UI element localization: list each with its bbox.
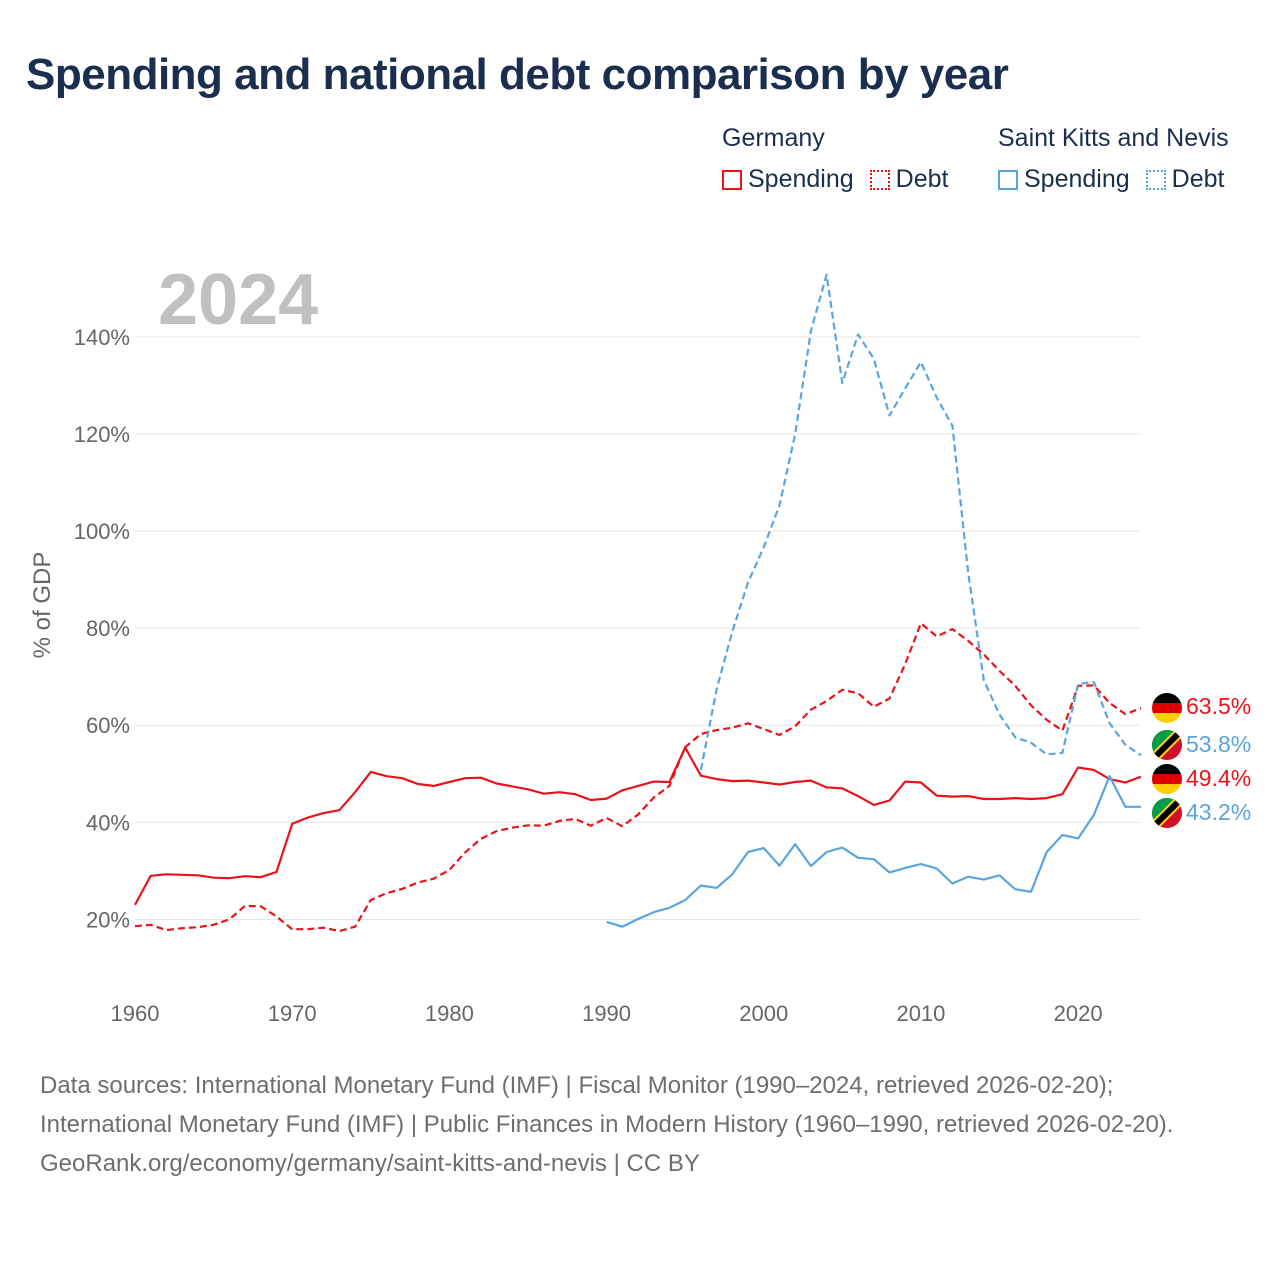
legend-germany-debt[interactable]: Debt	[869, 165, 949, 194]
line-chart: 2024 % of GDP 20% 40% 60% 80% 100% 120% 140% 1…	[29, 260, 1251, 1026]
x-tick-label-2000: 2000	[739, 1001, 788, 1026]
x-tick-label-2020: 2020	[1054, 1001, 1103, 1026]
legend-label-skn-debt: Debt	[1171, 165, 1225, 193]
y-tick-label-100: 100%	[74, 519, 130, 544]
end-label-germany-debt: 63.5%	[1186, 693, 1251, 719]
credit-link[interactable]: GeoRank.org/economy/germany/saint-kitts-…	[40, 1150, 700, 1177]
end-label-saint-kitts-and-nevis-spending: 43.2%	[1186, 799, 1251, 825]
flag-germany-debt-icon	[1152, 693, 1182, 723]
legend-swatch-skn-spending	[998, 169, 1018, 190]
legend-swatch-germany-debt	[869, 169, 890, 190]
series-line-saint-kitts-and-nevis-debt	[699, 273, 1142, 771]
legend-germany-spending[interactable]: Spending	[722, 165, 854, 194]
x-tick-label-1990: 1990	[582, 1001, 631, 1026]
footer: Data sources: International Monetary Fun…	[40, 1066, 1240, 1183]
legend-swatch-germany-spending	[722, 169, 742, 190]
x-tick-label-1960: 1960	[111, 1001, 160, 1026]
end-label-germany-spending: 49.4%	[1186, 765, 1251, 791]
legend-saint-kitts-and-nevis: Saint Kitts and Nevis Spending Debt	[998, 124, 1229, 194]
y-tick-label-140: 140%	[74, 325, 130, 350]
y-tick-label-80: 80%	[86, 616, 130, 641]
legend-label-germany-spending: Spending	[748, 165, 854, 193]
x-tick-label-1980: 1980	[425, 1001, 474, 1026]
legend-country-germany: Germany	[722, 124, 825, 152]
y-tick-label-40: 40%	[86, 810, 130, 835]
y-tick-label-120: 120%	[74, 422, 130, 447]
end-label-saint-kitts-and-nevis-debt: 53.8%	[1186, 731, 1251, 757]
legend-country-saint-kitts-and-nevis: Saint Kitts and Nevis	[998, 124, 1229, 152]
chart-title: Spending and national debt comparison by…	[26, 50, 1009, 99]
legend-skn-spending[interactable]: Spending	[998, 165, 1130, 194]
y-axis-label: % of GDP	[29, 552, 56, 659]
series-line-saint-kitts-and-nevis-spending	[606, 775, 1141, 928]
flag-saint-kitts-and-nevis-debt-icon	[1152, 730, 1182, 760]
legend-skn-debt[interactable]: Debt	[1145, 165, 1225, 194]
data-sources: Data sources: International Monetary Fun…	[40, 1072, 1174, 1138]
flag-saint-kitts-and-nevis-spending-icon	[1152, 798, 1182, 828]
flag-germany-spending-icon	[1152, 764, 1182, 794]
legend-swatch-skn-debt	[1145, 169, 1166, 190]
x-tick-label-2010: 2010	[896, 1001, 945, 1026]
legend-germany: Germany Spending Debt	[722, 124, 948, 194]
x-tick-label-1970: 1970	[268, 1001, 317, 1026]
series-line-germany-debt	[134, 622, 1142, 933]
y-tick-label-20: 20%	[86, 907, 130, 932]
legend-label-germany-debt: Debt	[895, 165, 949, 193]
y-tick-label-60: 60%	[86, 713, 130, 738]
series-line-germany-spending	[134, 746, 1142, 906]
year-watermark: 2024	[158, 260, 318, 340]
legend-label-skn-spending: Spending	[1024, 165, 1130, 193]
